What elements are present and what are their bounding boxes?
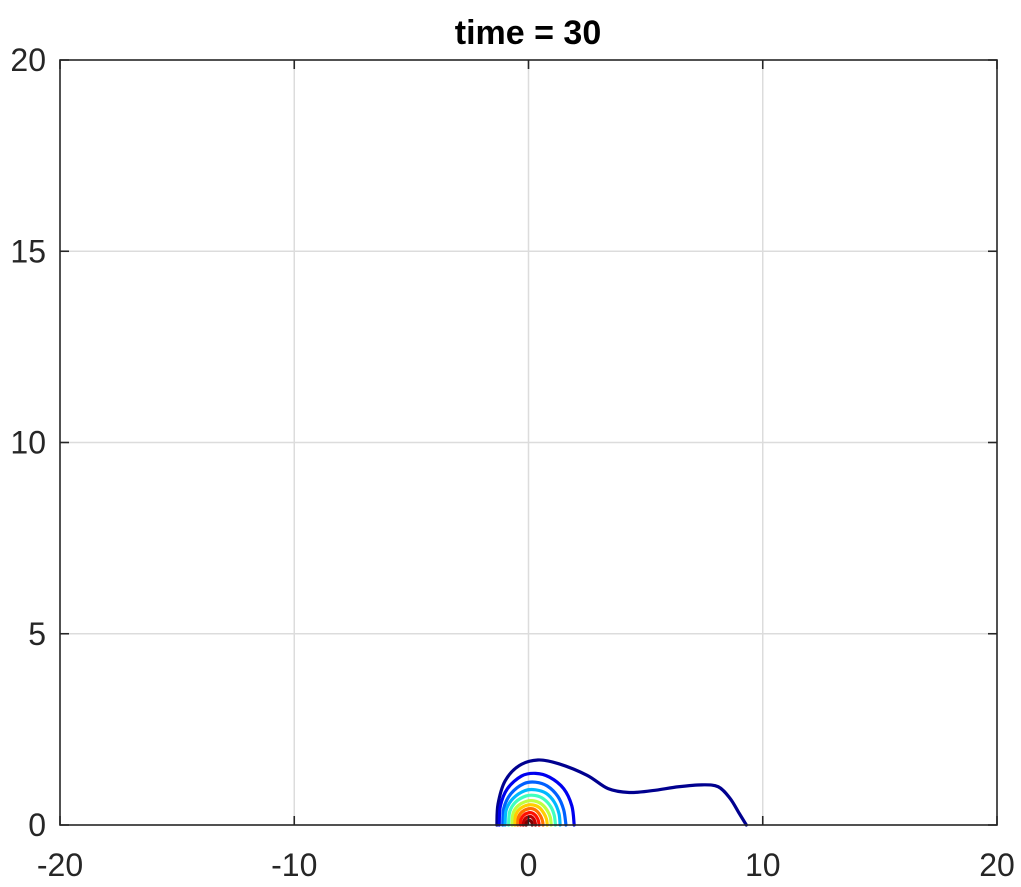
contour-level-5 (506, 793, 558, 827)
contour-level-6 (510, 799, 553, 827)
grid-lines (60, 60, 997, 825)
x-tick-label: 0 (520, 847, 538, 883)
contour-lines (495, 758, 748, 827)
y-tick-label: 20 (10, 42, 46, 78)
axis-ticks (59, 59, 998, 826)
tick-labels: -20 -10 0 10 20 0 5 10 15 20 (10, 42, 1014, 883)
contour-level-1 (495, 758, 748, 827)
x-tick-label: 10 (745, 847, 781, 883)
y-tick-label: 15 (10, 233, 46, 269)
contour-level-11 (524, 818, 534, 827)
contour-level-9 (518, 811, 541, 827)
contour-level-8 (516, 806, 545, 827)
contour-level-7 (513, 803, 549, 827)
contour-level-2 (497, 771, 576, 827)
y-tick-label: 0 (28, 807, 46, 843)
x-tick-label: -10 (271, 847, 317, 883)
contour-level-4 (503, 787, 562, 827)
contour-level-3 (501, 780, 568, 827)
x-tick-label: 20 (979, 847, 1015, 883)
y-tick-label: 5 (28, 616, 46, 652)
contour-level-10 (521, 814, 538, 827)
x-tick-label: -20 (37, 847, 83, 883)
y-tick-label: 10 (10, 425, 46, 461)
chart-title: time = 30 (455, 14, 601, 52)
